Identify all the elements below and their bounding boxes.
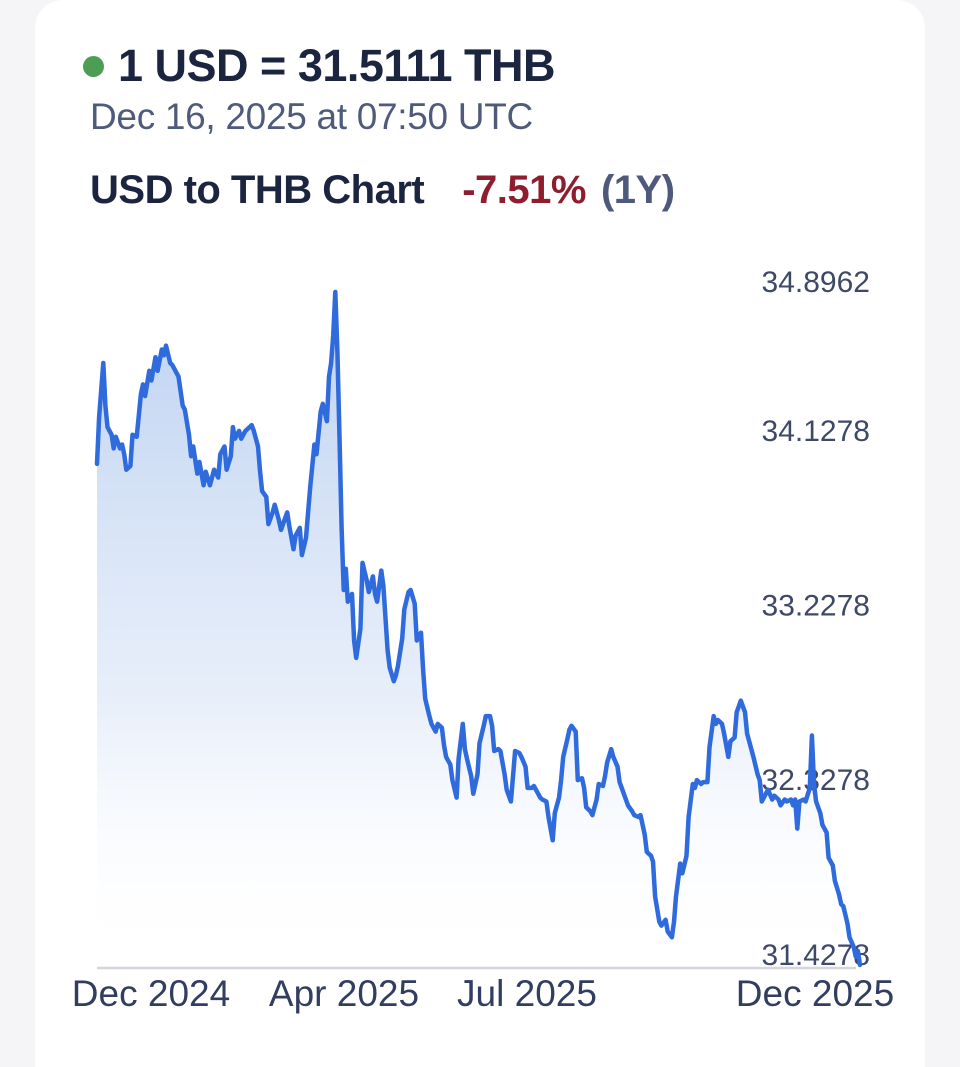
rate-title: 1 USD = 31.5111 THB bbox=[118, 40, 556, 91]
chart-plot-area[interactable] bbox=[90, 250, 880, 980]
chart-title: USD to THB Chart bbox=[90, 168, 425, 212]
chart-title-row: USD to THB Chart -7.51% (1Y) bbox=[90, 168, 675, 213]
live-rate-dot-icon bbox=[83, 55, 104, 77]
rate-timestamp: Dec 16, 2025 at 07:50 UTC bbox=[90, 96, 533, 137]
chart-change-percent: -7.51% bbox=[462, 168, 586, 212]
rate-header: 1 USD = 31.5111 THB bbox=[83, 40, 556, 92]
chart-period-badge: (1Y) bbox=[600, 168, 675, 212]
